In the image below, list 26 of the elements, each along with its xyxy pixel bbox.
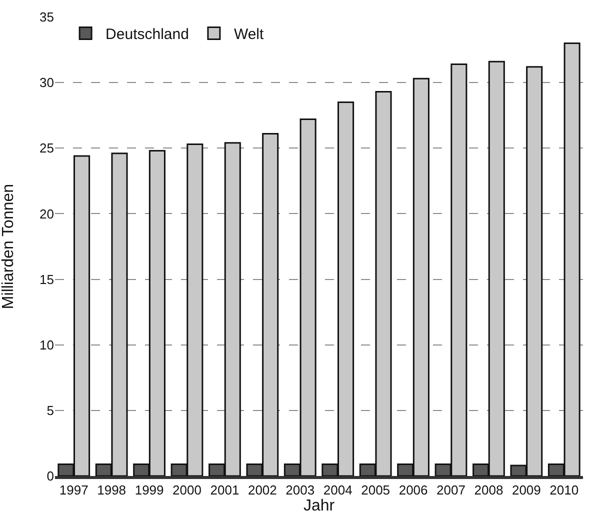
y-tick-label: 25 [40, 140, 54, 156]
y-tick-label: 30 [40, 75, 54, 90]
x-tick-label: 1997 [59, 482, 88, 498]
x-tick-label: 2004 [323, 482, 352, 498]
x-tick-label: 1999 [134, 482, 164, 498]
y-tick-label: 15 [40, 272, 54, 287]
x-tick-label: 2007 [436, 482, 466, 498]
x-tick-label: 2000 [172, 482, 202, 498]
y-tick-label: 10 [40, 337, 54, 352]
y-tick-label: 5 [46, 402, 54, 418]
x-tick-label: 2008 [474, 482, 504, 498]
y-axis-title: Milliarden Tonnen [0, 184, 17, 310]
x-tick-label: 2010 [550, 482, 579, 498]
x-tick-label: 2001 [210, 482, 240, 498]
legend-label: Welt [234, 26, 265, 44]
x-tick-label: 1998 [97, 482, 126, 498]
legend-label: Deutschland [106, 26, 189, 44]
x-tick-label: 2005 [361, 482, 390, 498]
y-tick-label: 35 [40, 10, 54, 25]
x-axis-title: Jahr [303, 498, 336, 515]
y-tick-label: 0 [46, 468, 54, 484]
x-tick-label: 2003 [286, 482, 315, 498]
y-tick-label: 20 [40, 206, 54, 222]
x-tick-label: 2002 [248, 482, 277, 498]
x-tick-label: 2006 [398, 482, 428, 498]
x-tick-label: 2009 [512, 482, 541, 498]
